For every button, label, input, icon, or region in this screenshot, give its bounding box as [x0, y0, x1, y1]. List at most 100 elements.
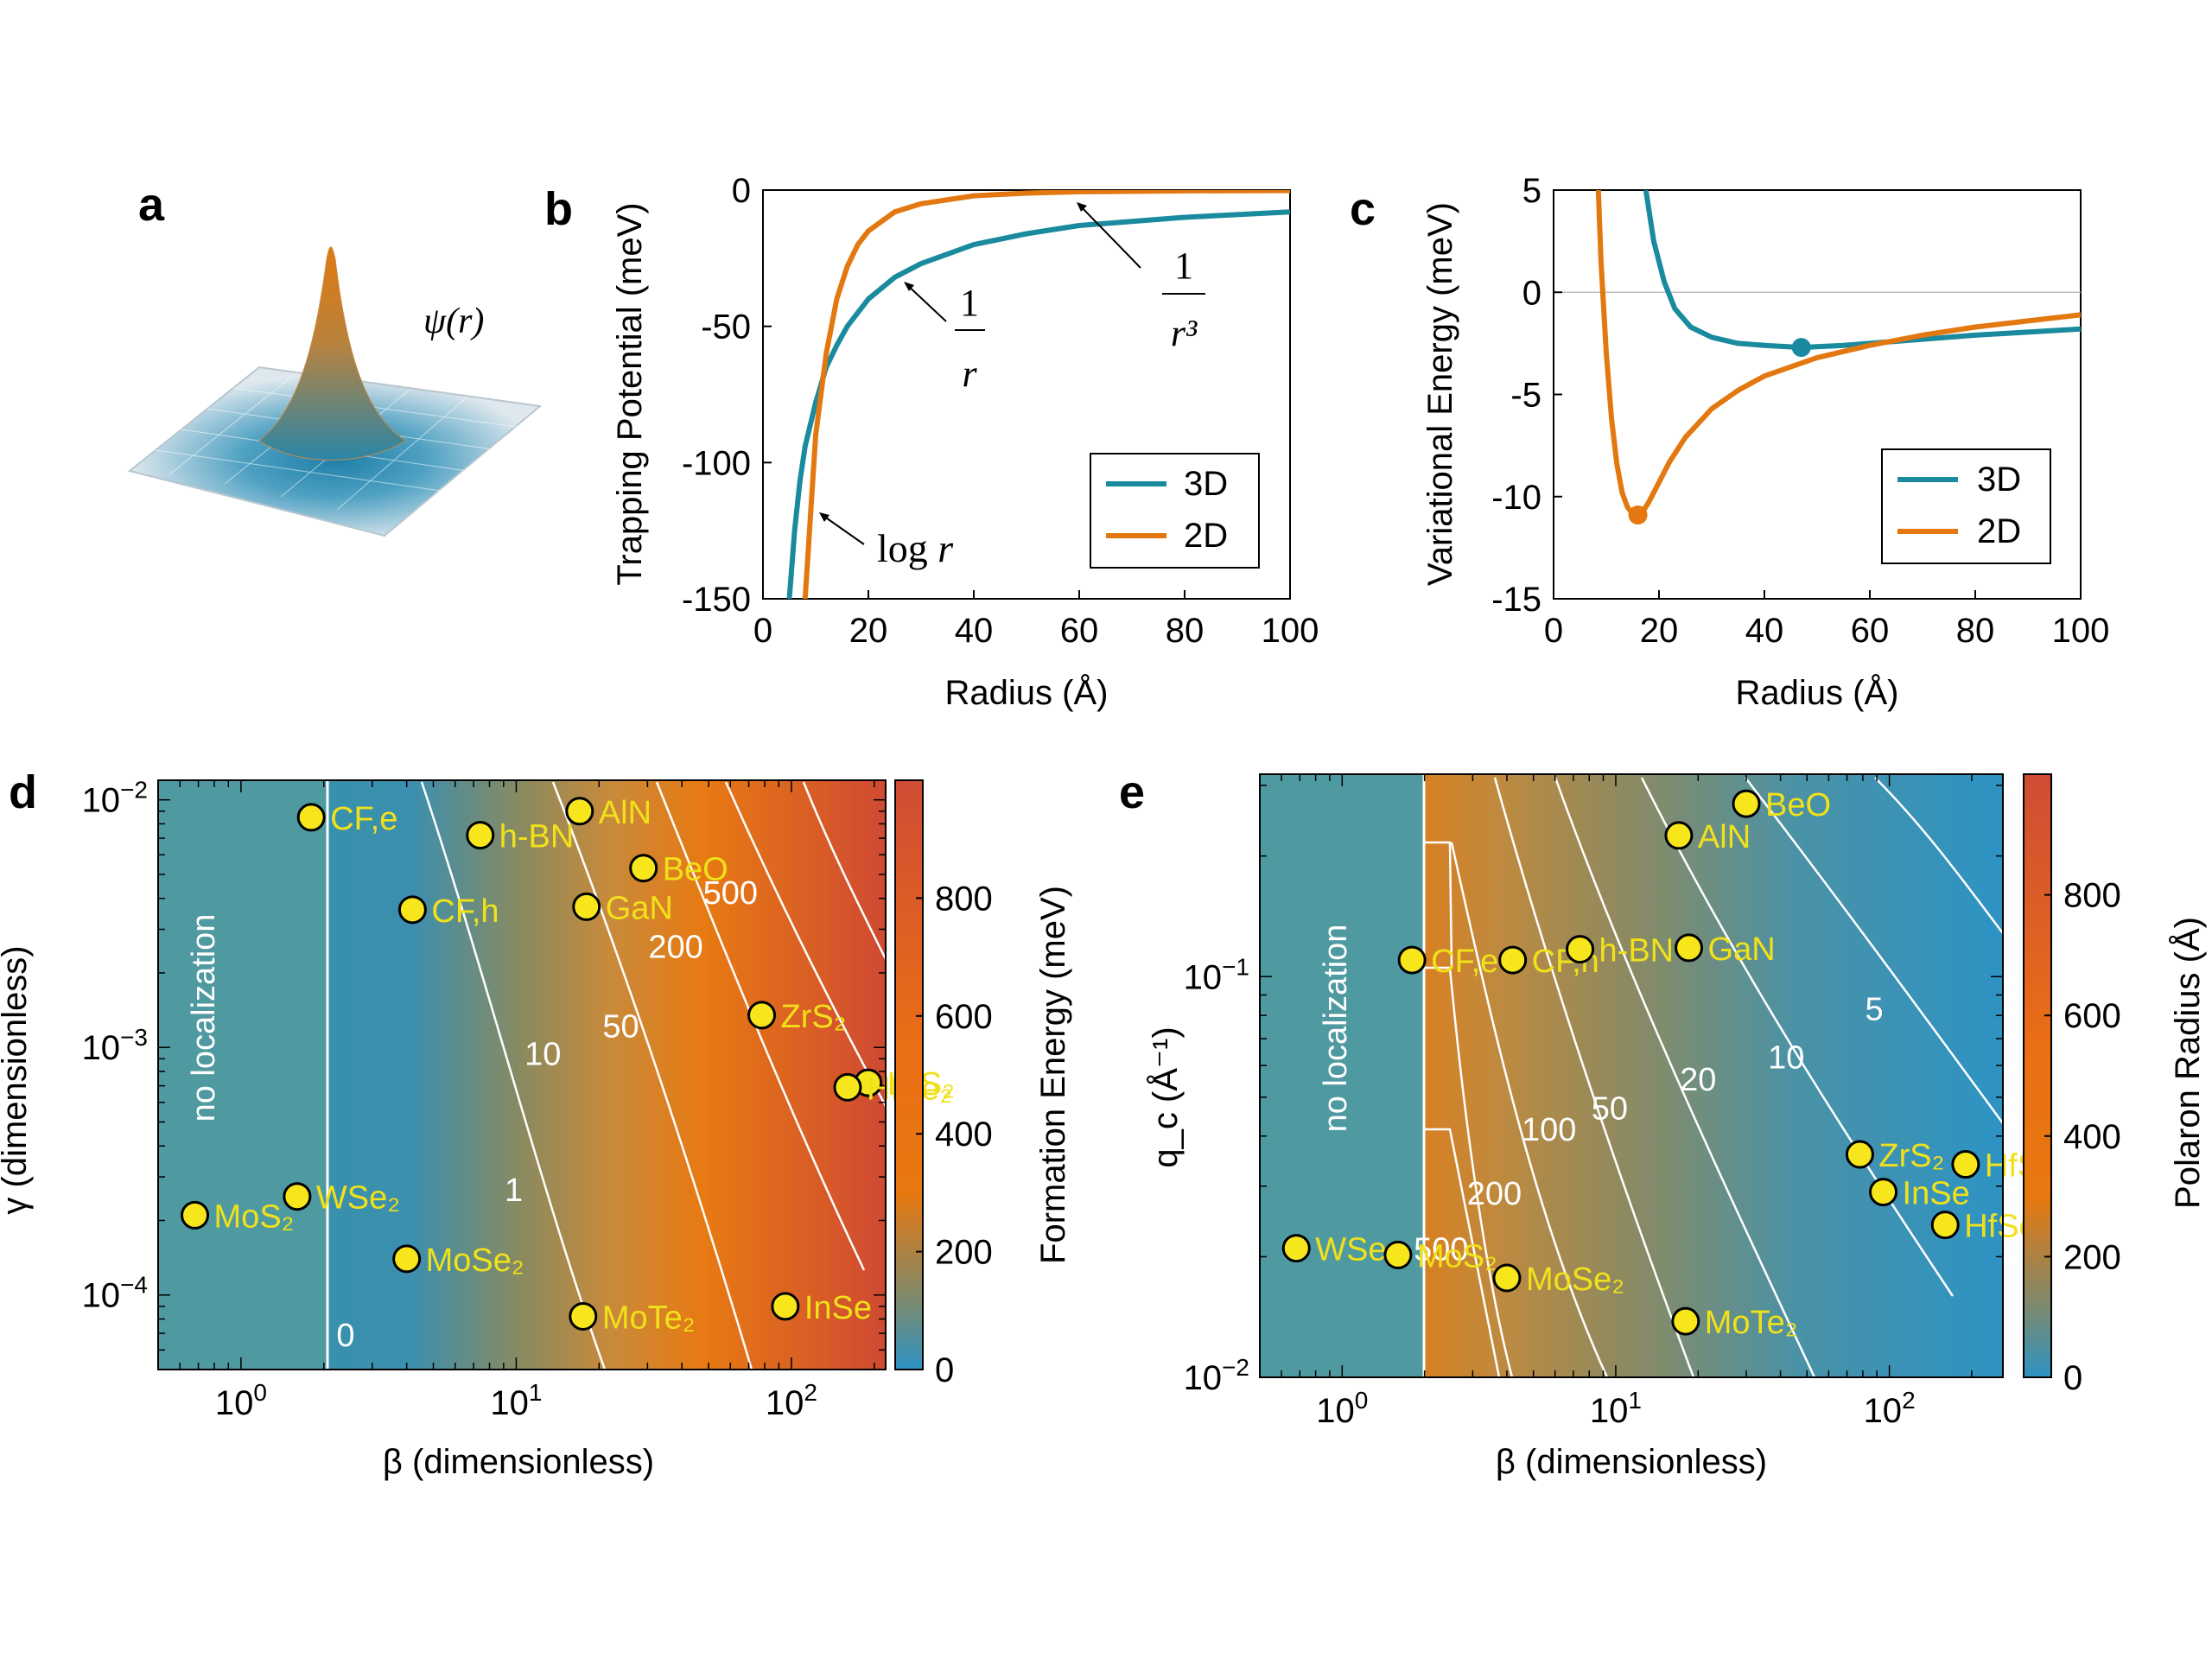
c-minimum-3D [1791, 338, 1811, 358]
c-xtick-label: 80 [1956, 612, 1995, 650]
e-point [1498, 945, 1528, 975]
panel-c-legend: 3D 2D [1881, 448, 2051, 564]
d-cbar-tick-label: 600 [935, 998, 993, 1036]
e-contour-label: 100 [1522, 1112, 1576, 1148]
panel-e-ticks: 100 101 102 10−2 10−1 [1184, 774, 2003, 1430]
e-contour-label: 5 [1865, 991, 1883, 1027]
e-point [1664, 821, 1694, 850]
legend-3d-label: 3D [1184, 465, 1228, 503]
panel-b-legend: 3D 2D [1090, 453, 1260, 569]
d-xtick-label: 100 [215, 1379, 267, 1422]
e-point [1845, 1140, 1874, 1169]
d-point [296, 803, 326, 832]
d-point [466, 821, 495, 850]
panel-b-lines [786, 190, 1290, 599]
panel-e-region-label: no localization [1318, 925, 1354, 1133]
d-point [771, 1292, 800, 1321]
e-point [1566, 935, 1595, 964]
e-contour-label: 200 [1467, 1176, 1522, 1212]
e-contour-label: 50 [1592, 1091, 1628, 1128]
panel-b-xlabel: Radius (Å) [945, 673, 1109, 712]
b-xtick-label: 40 [955, 612, 994, 650]
d-point [572, 892, 601, 921]
d-ytick-label: 10−4 [82, 1272, 148, 1315]
annot-1-numerator-b: 1 [1174, 245, 1193, 287]
panel-label-c: c [1350, 183, 1376, 235]
e-point-label: CF,e [1431, 944, 1498, 980]
e-xtick-label: 101 [1590, 1387, 1642, 1430]
e-contour-label: 500 [1414, 1231, 1468, 1268]
panel-label-b: b [544, 183, 573, 235]
panel-d-region-label: no localization [186, 914, 222, 1122]
d-point [747, 1001, 777, 1030]
e-point [1383, 1240, 1413, 1269]
legend-3d-label-c: 3D [1977, 461, 2021, 499]
panel-b-annotations: 1 r 1 r³ log r [819, 202, 1205, 570]
b-series-3D [786, 209, 1290, 599]
e-xtick-label: 102 [1864, 1387, 1916, 1430]
e-ytick-label: 10−1 [1184, 953, 1249, 996]
e-point-label: h-BN [1599, 933, 1675, 969]
d-contour-label: 500 [703, 875, 758, 912]
c-ytick-label: 0 [1522, 274, 1541, 312]
d-contour-label: 50 [602, 1008, 639, 1045]
d-point-label: InSe [804, 1290, 872, 1326]
d-cbar-tick-label: 0 [935, 1351, 954, 1389]
b-xtick-label: 20 [849, 612, 888, 650]
d-ytick-label: 10−2 [82, 777, 148, 820]
e-point [1930, 1211, 1960, 1240]
annot-1-numerator: 1 [960, 282, 979, 324]
e-contour-label: 20 [1680, 1062, 1716, 1098]
c-minimum-2D [1628, 505, 1648, 525]
d-point-label: ZrS₂ [781, 999, 847, 1035]
d-point [392, 1244, 422, 1274]
d-point [569, 1301, 598, 1331]
annot-r: r [962, 353, 977, 395]
d-point-label: AlN [599, 795, 652, 831]
panel-label-e: e [1119, 766, 1145, 818]
panel-c-xlabel: Radius (Å) [1736, 673, 1899, 712]
d-point-label: h-BN [499, 819, 575, 855]
d-ytick-label: 10−3 [82, 1024, 148, 1067]
d-point [181, 1200, 210, 1230]
e-point [1951, 1150, 1980, 1179]
e-xtick-label: 100 [1316, 1387, 1368, 1430]
b-xtick-label: 0 [753, 612, 772, 650]
d-point-label: MoS₂ [214, 1198, 295, 1235]
c-xtick-label: 100 [2052, 612, 2110, 650]
b-xtick-label: 60 [1060, 612, 1099, 650]
e-cbar-tick-label: 0 [2063, 1359, 2082, 1397]
panel-d-ylabel: γ (dimensionless) [0, 945, 34, 1214]
panel-e-contours [1424, 777, 2005, 1378]
e-point-label: AlN [1698, 819, 1751, 855]
panel-d-colorbar-ticks: 0 200 400 600 800 [916, 880, 993, 1389]
d-xtick-label: 101 [490, 1379, 542, 1422]
d-point [833, 1072, 862, 1102]
c-xtick-label: 60 [1851, 612, 1890, 650]
e-point-label: MoTe₂ [1705, 1305, 1798, 1341]
e-point [1675, 933, 1704, 963]
c-ytick-label: -5 [1510, 377, 1541, 415]
e-point-label: InSe [1903, 1176, 1970, 1212]
d-point [629, 854, 658, 883]
panel-d-frame [157, 779, 887, 1370]
panel-e-colorbar [2023, 773, 2052, 1378]
surface-grid [155, 371, 518, 511]
d-point-label: CF,e [330, 801, 397, 837]
d-cbar-tick-label: 400 [935, 1116, 993, 1154]
b-ytick-label: -150 [682, 581, 751, 619]
d-cbar-tick-label: 800 [935, 880, 993, 918]
d-contour-label: 200 [648, 930, 702, 966]
d-point-label: BeO [663, 852, 728, 888]
panel-e-ylabel: q_c (Å⁻¹) [1146, 1027, 1185, 1167]
d-contour-label: 1 [505, 1173, 523, 1209]
c-xtick-label: 40 [1745, 612, 1784, 650]
e-point [1732, 789, 1761, 818]
d-point-label: WSe₂ [316, 1180, 400, 1217]
panel-e-colorbar-label: Polaron Radius (Å) [2168, 917, 2207, 1209]
d-point-label: GaN [606, 890, 673, 926]
b-ytick-label: -100 [682, 444, 751, 482]
